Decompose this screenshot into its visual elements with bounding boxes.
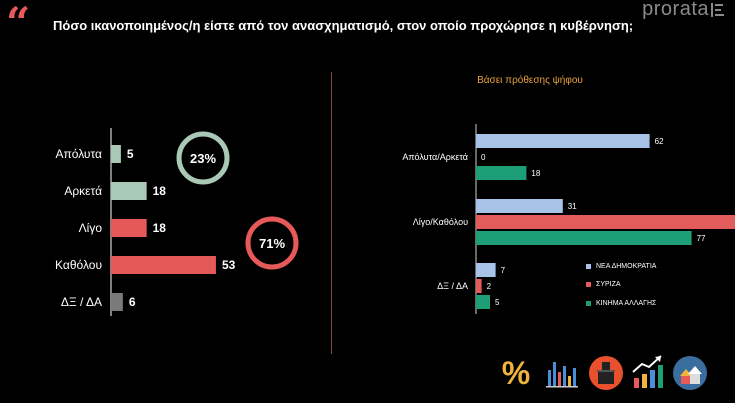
quote-mark: “ (6, 0, 31, 47)
bar[interactable] (111, 293, 123, 311)
bar[interactable] (476, 199, 563, 213)
legend-swatch (586, 301, 591, 306)
category-label: ΔΞ / ΔΑ (437, 281, 468, 291)
bar[interactable] (476, 215, 735, 229)
bar-value-label: 5 (495, 298, 500, 307)
category-label: Απόλυτα (55, 147, 102, 161)
legend-label: ΝΕΑ ΔΗΜΟΚΡΑΤΙΑ (596, 263, 657, 270)
bar[interactable] (111, 256, 216, 274)
category-label: Αρκετά (64, 184, 102, 198)
bar-value-label: 62 (655, 137, 664, 146)
percent-icon[interactable]: % (498, 352, 534, 392)
summary-percent-label: 23% (190, 151, 216, 166)
bar[interactable] (476, 134, 650, 148)
legend-swatch (586, 264, 591, 269)
summary-ring (245, 216, 299, 270)
legend-swatch (586, 282, 591, 287)
legend-label: ΚΙΝΗΜΑ ΑΛΛΑΓΗΣ (596, 300, 657, 307)
trend-up-icon[interactable] (630, 352, 666, 392)
category-label: Απόλυτα/Αρκετά (402, 152, 468, 162)
bar-value-label: 0 (481, 153, 486, 162)
survey-question: Πόσο ικανοποιημένος/η είστε από τον ανασ… (53, 18, 634, 33)
bar[interactable] (111, 145, 121, 163)
bar-value-label: 5 (127, 147, 134, 161)
bar-value-label: 2 (487, 282, 492, 291)
bar-chart-icon[interactable] (544, 352, 580, 392)
bar[interactable] (111, 182, 147, 200)
bar-value-label: 18 (153, 184, 167, 198)
bar-value-label: 31 (568, 202, 577, 211)
bar-value-label: 6 (129, 295, 136, 309)
bar-value-label: 53 (222, 258, 236, 272)
bar[interactable] (476, 166, 527, 180)
brand-logo: prorata (642, 0, 709, 20)
bar-value-label: 18 (153, 221, 167, 235)
panel-divider (331, 72, 332, 354)
footer-icons: % (498, 352, 718, 398)
bar[interactable] (476, 231, 692, 245)
bar-value-label: 7 (501, 266, 506, 275)
logo-bars-icon (711, 3, 724, 17)
houses-icon[interactable] (672, 352, 708, 392)
summary-ring (176, 131, 230, 185)
legend-label: ΣΥΡΙΖΑ (596, 281, 621, 288)
category-label: Καθόλου (55, 258, 102, 272)
category-label: Λίγο (79, 221, 103, 235)
vote-intention-chart: Βάσει πρόθεσης ψήφου Απόλυτα/Αρκετά 62 0 18 Λ… (402, 74, 735, 314)
category-label: Λίγο/Καθόλου (413, 217, 468, 227)
bar-value-label: 18 (531, 169, 540, 178)
svg-text:%: % (502, 355, 530, 391)
chart-subtitle: Βάσει πρόθεσης ψήφου (477, 74, 583, 86)
category-label: ΔΞ / ΔΑ (61, 295, 102, 309)
bar-value-label: 77 (697, 234, 706, 243)
summary-percent-label: 71% (259, 236, 285, 251)
overall-satisfaction-chart: Απόλυτα 5 Αρκετά 18 Λίγο 18 Καθόλου 53 ΔΞ / ΔΑ 6 2… (55, 128, 299, 316)
ballot-box-icon[interactable] (588, 352, 624, 392)
bar[interactable] (476, 279, 482, 293)
bar[interactable] (111, 219, 147, 237)
bar[interactable] (476, 263, 496, 277)
bar[interactable] (476, 295, 490, 309)
